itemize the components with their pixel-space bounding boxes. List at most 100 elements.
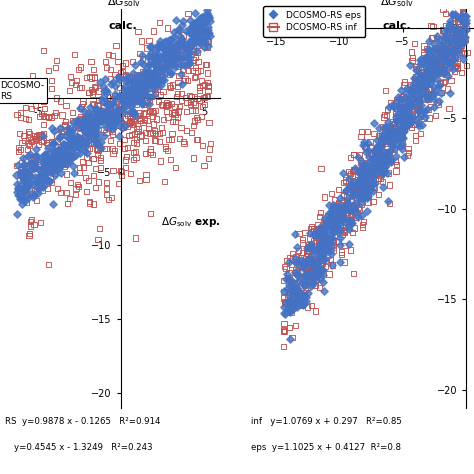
Point [103, 110, 111, 118]
Point [307, 225, 315, 232]
Point [196, 87, 203, 94]
Point [412, 91, 420, 99]
Point [47, 113, 55, 121]
Point [350, 178, 357, 185]
Point [188, 107, 196, 115]
Point [436, 37, 443, 45]
Point [146, 52, 154, 60]
Point [457, 31, 465, 38]
Point [452, 54, 459, 62]
Point [458, 8, 466, 16]
Point [423, 67, 430, 74]
Point [357, 174, 365, 182]
Point [123, 91, 130, 99]
Point [168, 52, 176, 60]
Point [443, 25, 451, 33]
Point [435, 98, 443, 105]
Point [374, 174, 382, 182]
Point [133, 93, 141, 100]
Point [327, 255, 334, 263]
Point [370, 182, 377, 190]
Point [66, 148, 74, 156]
Point [128, 100, 136, 107]
Point [40, 47, 47, 55]
Point [419, 89, 426, 97]
Point [179, 17, 187, 25]
Point [312, 265, 319, 273]
Point [399, 134, 407, 141]
Point [346, 222, 353, 230]
Point [441, 61, 449, 68]
Point [318, 225, 325, 233]
Point [456, 15, 463, 22]
Point [156, 137, 164, 145]
Point [49, 161, 57, 169]
Point [421, 107, 429, 115]
Point [455, 36, 462, 44]
Point [22, 156, 29, 164]
Point [190, 154, 197, 162]
Point [391, 145, 399, 152]
Point [297, 297, 305, 304]
Point [292, 253, 300, 260]
Point [60, 150, 68, 158]
Point [108, 117, 116, 125]
Point [432, 65, 439, 73]
Point [102, 64, 110, 72]
Point [391, 136, 399, 144]
Point [413, 86, 420, 93]
Point [84, 112, 92, 120]
Point [65, 134, 73, 142]
Text: RS  y=0.9878 x - 0.1265   R²=0.914: RS y=0.9878 x - 0.1265 R²=0.914 [5, 417, 160, 426]
Point [73, 137, 80, 145]
Point [75, 118, 83, 125]
Point [346, 183, 353, 191]
Point [410, 114, 417, 121]
Point [25, 194, 32, 201]
Point [381, 164, 388, 172]
Point [81, 114, 89, 122]
Point [185, 28, 193, 36]
Point [409, 90, 416, 98]
Point [40, 137, 47, 145]
Point [280, 277, 287, 284]
Point [177, 47, 184, 55]
Point [329, 235, 337, 243]
Point [428, 59, 435, 66]
Point [73, 140, 81, 148]
Point [374, 143, 382, 151]
Point [32, 137, 39, 145]
Point [450, 47, 457, 55]
Point [94, 146, 102, 154]
Point [451, 63, 459, 70]
Point [161, 53, 168, 60]
Point [146, 108, 153, 115]
Point [376, 174, 384, 182]
Point [369, 154, 377, 162]
Point [436, 80, 444, 87]
Point [199, 82, 207, 89]
Point [400, 120, 408, 128]
Point [168, 81, 176, 89]
Point [17, 185, 25, 192]
Point [25, 140, 33, 147]
Point [145, 73, 153, 81]
Point [306, 229, 313, 237]
Point [415, 100, 423, 108]
Point [154, 77, 161, 85]
Point [180, 138, 187, 146]
Point [28, 189, 36, 196]
Point [91, 183, 99, 191]
Point [365, 182, 373, 190]
Point [404, 116, 411, 124]
Point [407, 114, 414, 122]
Point [319, 229, 327, 237]
Point [139, 84, 147, 92]
Point [417, 101, 425, 109]
Point [340, 199, 347, 207]
Point [196, 38, 204, 46]
Point [114, 73, 122, 81]
Point [126, 98, 133, 106]
Point [375, 169, 383, 176]
Point [426, 74, 434, 82]
